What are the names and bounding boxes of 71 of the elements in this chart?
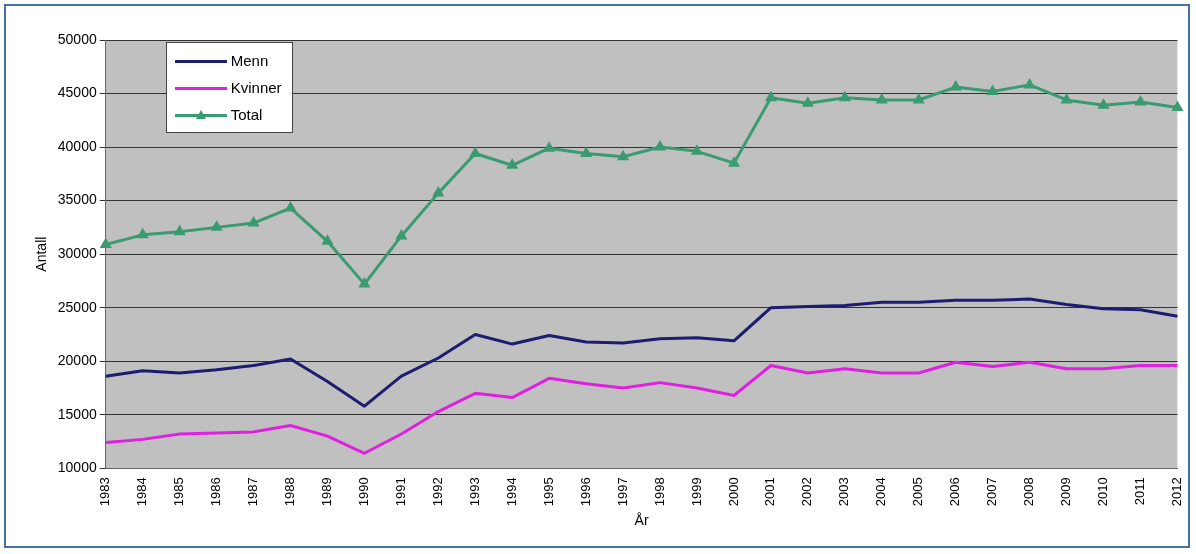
x-tick-label: 1986 [208, 477, 224, 507]
point [359, 278, 370, 288]
point [950, 81, 961, 91]
x-tick-label: 1997 [614, 477, 630, 507]
x-tick-label: 1992 [429, 477, 445, 507]
x-tick-label: 2005 [910, 477, 926, 507]
point [1061, 94, 1072, 104]
x-tick-label: 2012 [1168, 477, 1184, 507]
y-tick-label: 25000 [57, 298, 97, 315]
x-tick-label: 1993 [466, 477, 482, 507]
y-tick-label: 20000 [57, 352, 97, 369]
x-tick-label: 1985 [171, 477, 187, 507]
x-tick-label: 2002 [799, 477, 815, 507]
point [1024, 79, 1035, 89]
point [1098, 99, 1109, 109]
x-tick-label: 1983 [97, 477, 113, 507]
x-tick-label: 2000 [725, 477, 741, 507]
y-tick-label: 30000 [57, 245, 97, 261]
x-tick-label: 2007 [984, 477, 1000, 507]
y-tick-label: 15000 [57, 405, 97, 422]
x-tick-label: 1987 [245, 477, 261, 507]
y-tick-label: 45000 [57, 84, 97, 101]
x-tick-label: 1991 [392, 477, 408, 507]
x-tick-label: 2010 [1095, 477, 1111, 507]
point [211, 221, 222, 231]
x-tick-label: 1995 [540, 477, 556, 507]
x-tick-label: 2003 [836, 477, 852, 507]
point [174, 226, 185, 236]
point [802, 97, 813, 107]
legend-label: Menn [230, 52, 269, 69]
x-tick-label: 1989 [319, 477, 335, 507]
point [692, 145, 702, 155]
point [544, 142, 555, 152]
x-tick-label: 1999 [688, 477, 704, 507]
point [839, 92, 850, 102]
x-tick-label: 1994 [503, 477, 519, 507]
point [655, 141, 666, 151]
y-tick-label: 40000 [57, 137, 97, 154]
point [913, 94, 924, 104]
point [433, 187, 444, 197]
y-axis-title: Antall [33, 236, 50, 272]
point [470, 147, 481, 157]
y-tick-label: 50000 [57, 30, 97, 47]
point [876, 94, 887, 104]
x-tick-label: 1984 [134, 477, 150, 507]
point [1135, 96, 1146, 106]
point [987, 85, 998, 95]
legend-label: Kvinner [230, 79, 282, 96]
x-tick-label: 2001 [762, 477, 778, 507]
x-tick-label: 1988 [282, 477, 298, 507]
x-tick-label: 2011 [1132, 477, 1148, 506]
point [285, 202, 296, 212]
y-tick-label: 35000 [57, 191, 97, 208]
x-tick-label: 1998 [651, 477, 667, 507]
point [1172, 101, 1183, 111]
point [322, 235, 333, 245]
point [728, 157, 739, 167]
x-tick-label: 2006 [947, 477, 963, 507]
x-tick-label: 2009 [1058, 477, 1074, 507]
x-tick-label: 2008 [1021, 477, 1037, 507]
point [396, 230, 407, 240]
x-tick-label: 2004 [873, 477, 889, 507]
y-tick-label: 10000 [57, 459, 97, 476]
x-tick-label: 1996 [577, 477, 593, 507]
x-tick-label: 1990 [355, 477, 371, 507]
point [248, 217, 259, 227]
x-axis-title: År [634, 512, 649, 529]
point [137, 229, 148, 239]
point [581, 147, 592, 157]
legend-label: Total [230, 106, 263, 123]
point [507, 159, 518, 169]
